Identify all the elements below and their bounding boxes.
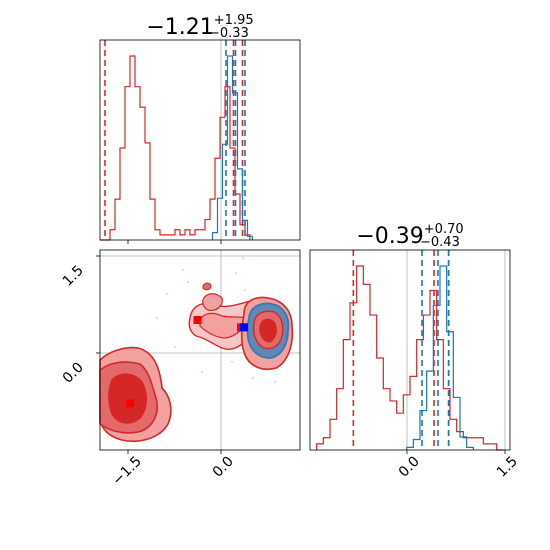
- panel-frame-bottom-right: [309, 249, 511, 451]
- x-tick-label-br-0: 0.0: [396, 454, 423, 481]
- top-left-title: −1.21+1.95: [146, 13, 253, 40]
- hist-br-series: [316, 250, 504, 451]
- title-main-br: −0.39: [356, 224, 423, 249]
- title-plus-br: +0.70: [424, 222, 464, 237]
- best-fit-point-3: [240, 323, 248, 332]
- x-tick-label-br-1: 1.5: [494, 454, 521, 481]
- title-main-tl: −1.21: [146, 15, 213, 40]
- panel-bottom-left-contour: −1.5 0.0 0.0 1.5: [60, 249, 301, 489]
- panel-frame-top-left: [99, 39, 301, 241]
- y-tick-label-bl-1: 1.5: [60, 263, 87, 290]
- hist-step-series-0: [100, 55, 251, 241]
- x-tick-label-bl-1: 0.0: [210, 454, 237, 481]
- title-plus-tl: +1.95: [214, 13, 254, 28]
- contour-mid-blob: [202, 293, 223, 311]
- panel-top-left-histogram: −1.21+1.95 −0.33: [99, 13, 301, 244]
- title-minus-br: −0.43: [420, 235, 460, 250]
- hist-step-series-0: [316, 265, 504, 451]
- contour-left-inner: [108, 373, 148, 424]
- contour-best-fit-points: [126, 316, 248, 408]
- hist-tl-series: [100, 40, 254, 241]
- contour-right-inner: [259, 318, 277, 343]
- best-fit-point-1: [193, 316, 202, 324]
- contour-left-cluster: [99, 346, 172, 442]
- contour-scatter-points: [156, 257, 276, 383]
- x-tick-label-bl-0: −1.5: [109, 454, 144, 489]
- title-minus-tl: −0.33: [209, 26, 249, 41]
- best-fit-point-0: [126, 399, 134, 408]
- panel-bottom-right-histogram: 0.0 1.5 −0.39+0.70 −0.43: [309, 222, 521, 481]
- hist-step-series-1: [211, 55, 254, 240]
- panel-frame-bottom-left: [99, 249, 301, 451]
- contour-mid-small: [202, 282, 212, 291]
- contour-right-cluster: [240, 296, 294, 370]
- hist-step-series-1: [406, 265, 474, 450]
- y-tick-label-bl-0: 0.0: [60, 360, 87, 387]
- bottom-right-title: −0.39+0.70: [356, 222, 463, 249]
